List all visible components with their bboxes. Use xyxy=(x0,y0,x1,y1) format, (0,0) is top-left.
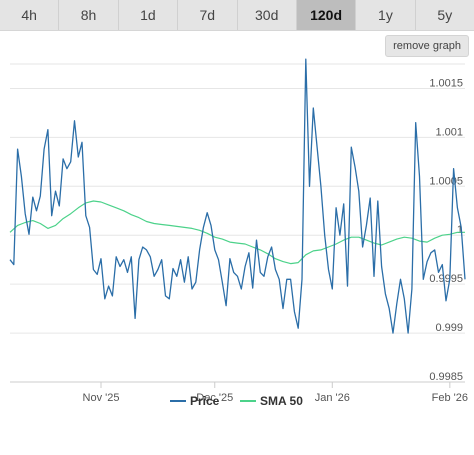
grid-lines xyxy=(10,63,465,383)
y-tick-label: 1.0015 xyxy=(429,77,463,89)
x-tick-label: Feb '26 xyxy=(432,392,468,404)
y-tick-label: 1.0005 xyxy=(429,175,463,187)
tab-1y[interactable]: 1y xyxy=(356,0,416,30)
y-tick-label: 1 xyxy=(457,224,463,236)
y-tick-label: 1.001 xyxy=(435,126,463,138)
y-tick-label: 0.999 xyxy=(435,322,463,334)
x-tick-label: Nov '25 xyxy=(83,392,120,404)
tab-30d[interactable]: 30d xyxy=(238,0,297,30)
legend-label: Price xyxy=(190,394,220,408)
tab-8h[interactable]: 8h xyxy=(59,0,119,30)
tab-1d[interactable]: 1d xyxy=(119,0,179,30)
tab-4h[interactable]: 4h xyxy=(0,0,60,30)
x-tick-label: Jan '26 xyxy=(315,392,350,404)
chart-legend[interactable]: Price SMA 50 xyxy=(170,394,303,408)
legend-label: SMA 50 xyxy=(260,394,303,408)
timeframe-tabs: 4h 8h 1d 7d 30d 120d 1y 5y xyxy=(0,0,474,31)
tab-7d[interactable]: 7d xyxy=(178,0,238,30)
tab-5y[interactable]: 5y xyxy=(437,7,453,23)
y-tick-label: 0.9995 xyxy=(429,273,463,285)
x-tick-label: Dec '25 xyxy=(196,392,233,404)
remove-graph-button[interactable]: remove graph xyxy=(385,35,469,57)
legend-item-price[interactable]: Price xyxy=(170,394,220,408)
tab-120d[interactable]: 120d xyxy=(296,0,357,30)
y-tick-label: 0.9985 xyxy=(429,371,463,383)
series-lines xyxy=(9,58,466,334)
legend-item-sma-50[interactable]: SMA 50 xyxy=(240,394,303,408)
price-line xyxy=(9,58,466,334)
x-axis-ticks: Nov '25 Dec '25 Jan '26 Feb '26 xyxy=(83,382,468,404)
y-axis-ticks: 1.0015 1.001 1.0005 1 0.9995 0.999 0.9985 xyxy=(429,77,463,383)
sma-50-line xyxy=(9,200,465,265)
